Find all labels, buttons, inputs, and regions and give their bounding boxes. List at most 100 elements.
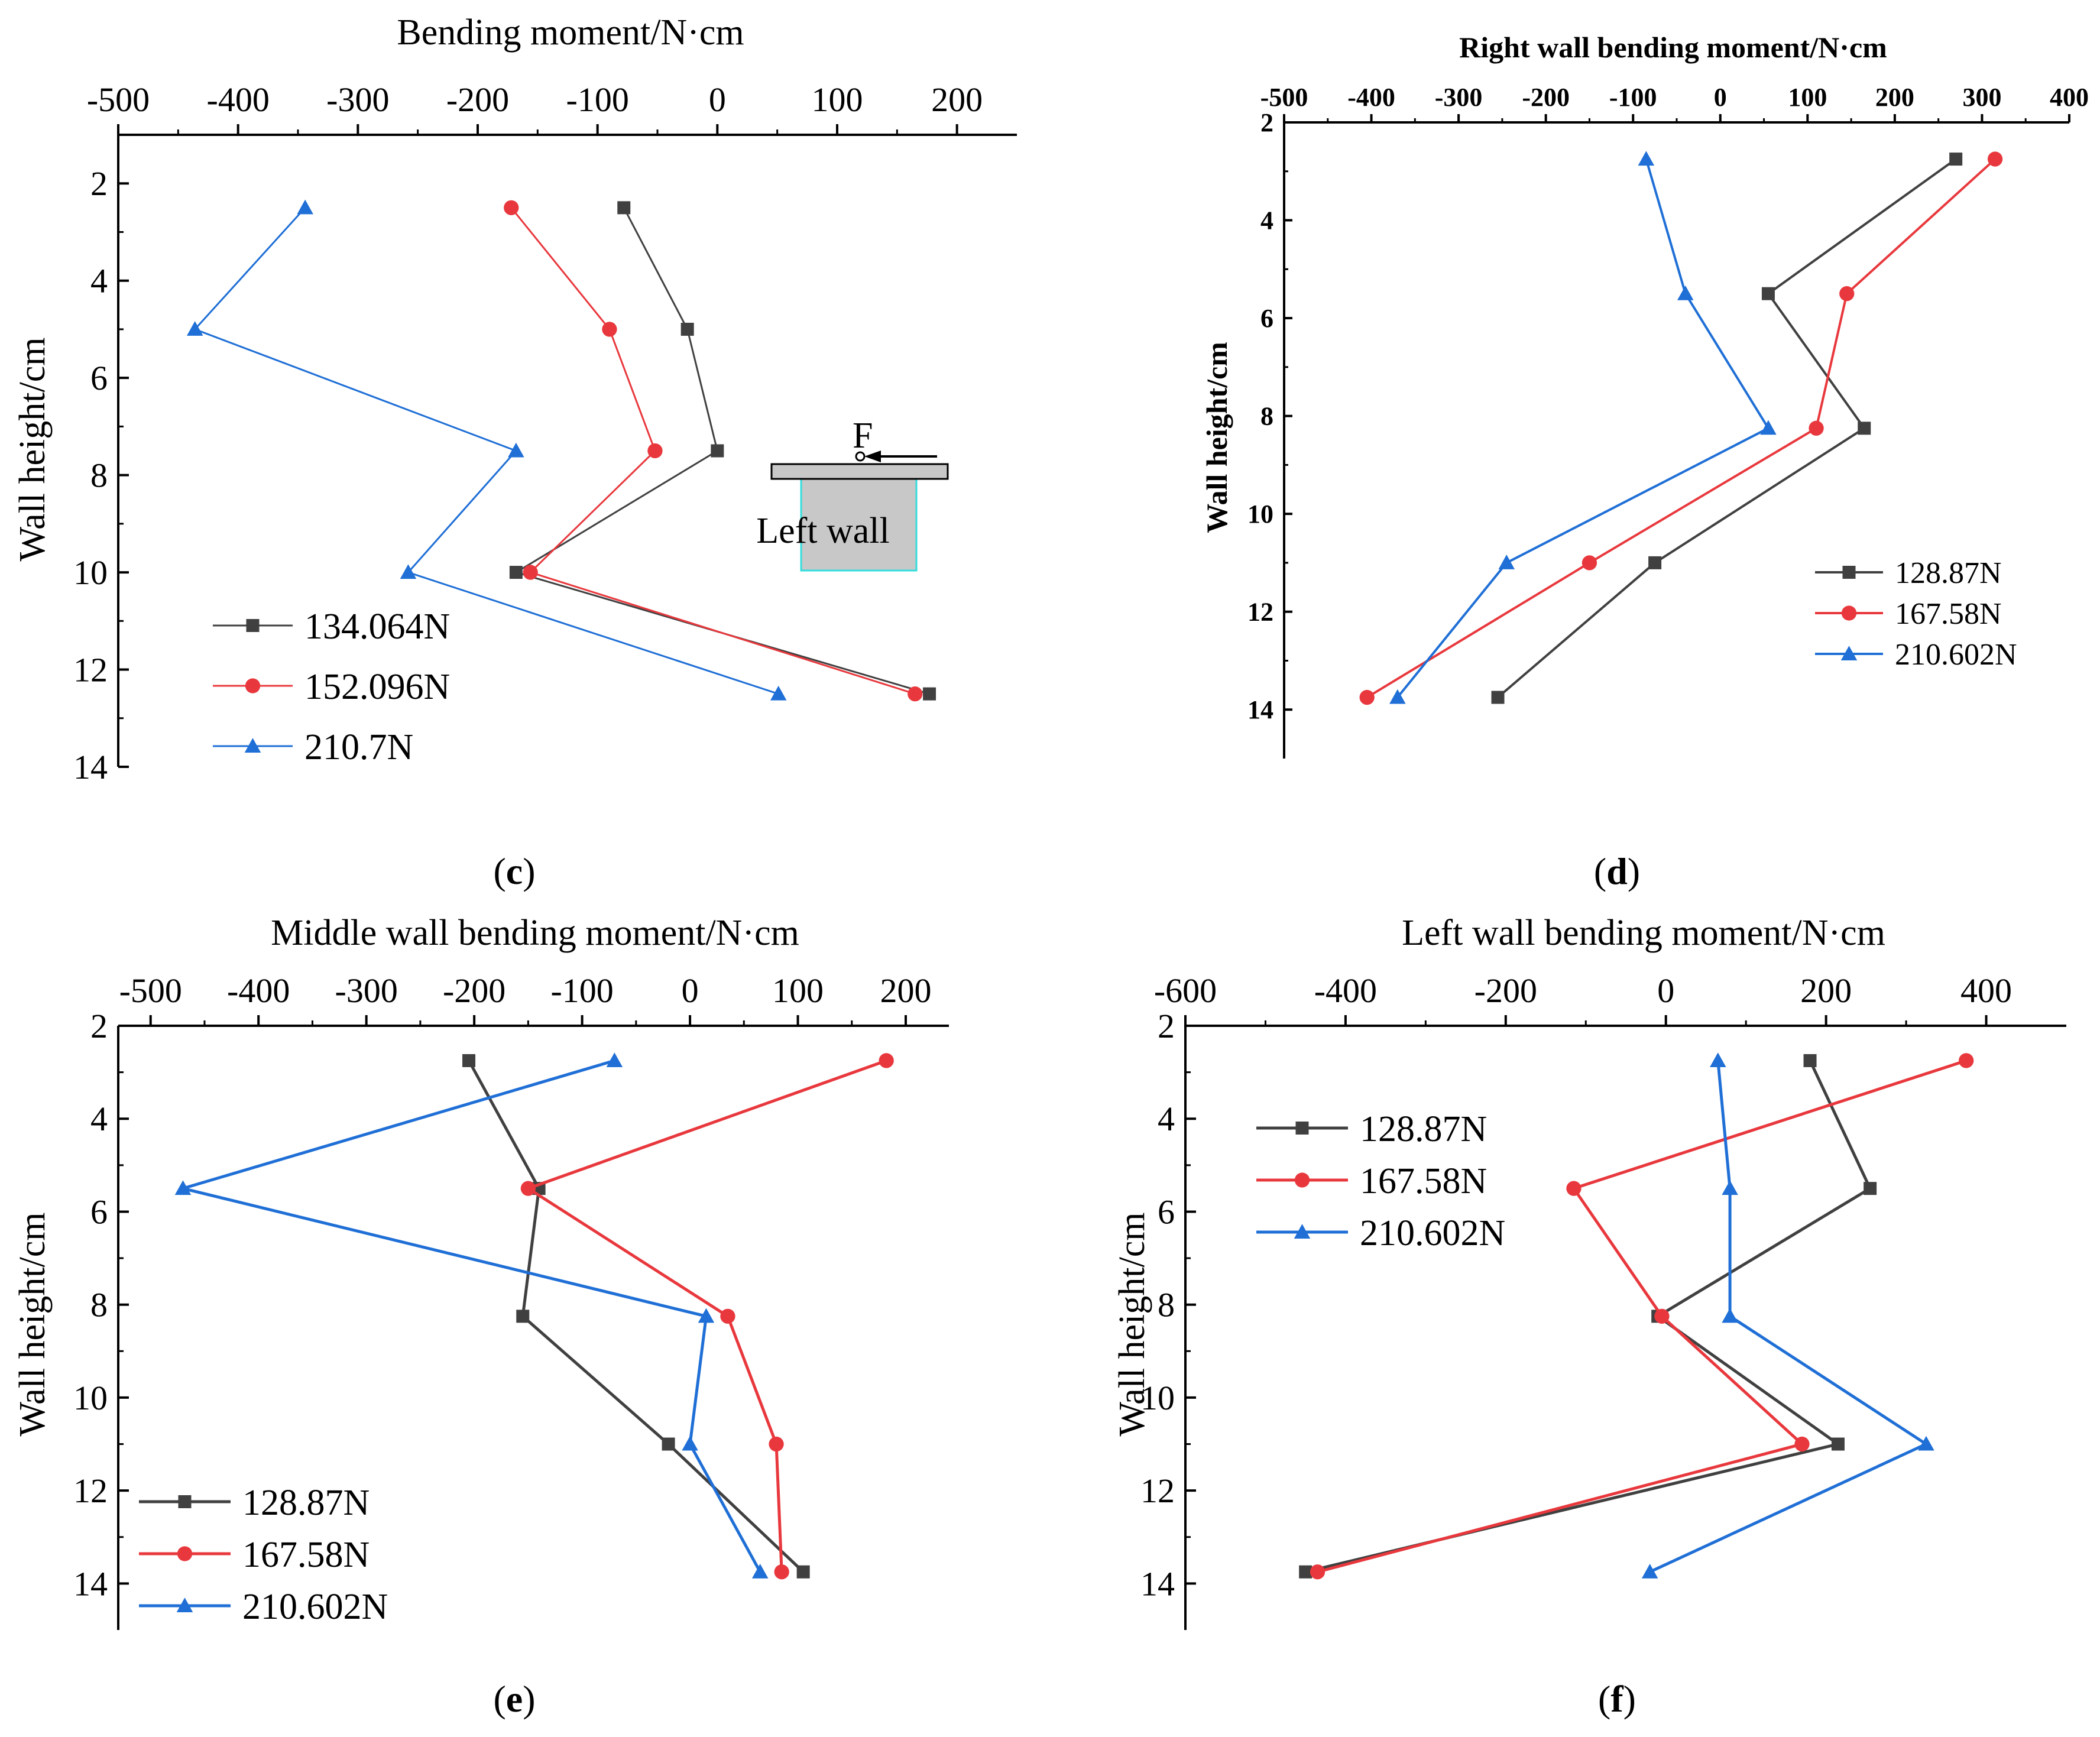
panel-d-y-tick-label: 8	[1260, 402, 1273, 431]
panel-f-legend: 128.87N 167.58N 210.602N	[1256, 1109, 1505, 1253]
panel-c-x-tick-label: -300	[326, 80, 389, 119]
panel-e-legend-marker	[178, 1495, 192, 1508]
panel-c-data-point	[923, 687, 936, 701]
panel-d-x-tick-label: -100	[1609, 83, 1657, 112]
panel-f-y-tick-label: 8	[1158, 1286, 1175, 1324]
panel-d-x-tick-label: -300	[1435, 83, 1483, 112]
panel-e-data-point	[516, 1310, 530, 1323]
panel-e-data-point	[796, 1565, 810, 1579]
panel-d-data-point	[1648, 556, 1662, 569]
panel-c-y-tick-label: 6	[90, 359, 108, 397]
panel-f-data-point	[1299, 1565, 1312, 1579]
panel-e-data-point	[720, 1308, 735, 1324]
panel-e-series-2	[520, 1053, 894, 1580]
panel-f-series-3	[1641, 1052, 1934, 1579]
panel-d-data-point	[1638, 151, 1655, 166]
panel-f-caption: (f)	[1598, 1678, 1636, 1720]
panel-c-x-tick-label: -400	[207, 80, 270, 119]
panel-c-y-tick-label: 10	[73, 553, 108, 592]
panel-e-series-1	[462, 1054, 810, 1579]
panel-c-legend-marker	[244, 738, 261, 753]
panel-d-data-point	[1839, 286, 1855, 302]
panel-e-y-tick-label: 4	[90, 1100, 108, 1138]
panel-e-data-point	[462, 1054, 476, 1067]
panel-f-y-tick-label: 12	[1140, 1472, 1175, 1510]
panel-c-data-point	[504, 200, 519, 215]
panel-c-data-point	[680, 322, 694, 336]
panel-e-data-point	[879, 1053, 894, 1068]
panel-c-y-tick-label: 12	[73, 651, 108, 689]
panel-c-x-tick-label: 200	[931, 80, 983, 119]
panel-d-y-tick-label: 2	[1260, 108, 1273, 137]
panel-d-ylabel: Wall height/cm	[1200, 342, 1233, 533]
panel-d-data-point	[1582, 555, 1597, 571]
panel-d-x-tick-label: 100	[1788, 83, 1827, 112]
panel-d-xlabel: Right wall bending moment/N·cm	[1459, 31, 1887, 64]
panel-f-legend-label: 128.87N	[1360, 1109, 1487, 1149]
panel-f-legend-label: 210.602N	[1360, 1213, 1505, 1253]
panel-f-data-point	[1641, 1563, 1658, 1579]
panel-d-data-point	[1389, 689, 1406, 704]
panel-c-data-point	[711, 444, 724, 458]
panel-d-data-point	[1677, 285, 1694, 300]
panel-e-data-point	[682, 1435, 698, 1451]
panel-c-y-tick-label: 2	[90, 164, 108, 203]
panel-f-y-tick-label: 10	[1140, 1379, 1175, 1417]
panel-e-series-3	[174, 1052, 769, 1579]
panel-e-data-point	[662, 1437, 675, 1451]
panel-e-data-point	[174, 1180, 192, 1195]
panel-d-x-tick-label: 200	[1875, 83, 1914, 112]
panel-f-data-point	[1803, 1054, 1817, 1067]
panel-f-legend-marker	[1294, 1172, 1310, 1188]
panel-f-data-point	[1794, 1436, 1810, 1452]
panel-c-series-line	[194, 207, 779, 695]
panel-e-data-point	[606, 1052, 623, 1067]
panel-e-y-tick-label: 2	[90, 1007, 108, 1045]
panel-d-x-tick-label: 0	[1714, 83, 1727, 112]
panel-f-x-tick-label: -600	[1154, 971, 1217, 1010]
panel-c-x-tick-label: 100	[812, 80, 863, 119]
panel-f-series-line	[1649, 1060, 1928, 1573]
panel-f-data-point	[1918, 1435, 1934, 1451]
panel-c-data-point	[508, 442, 524, 458]
panel-c: Bending moment/N·cm Wall height/cm -500 -…	[12, 12, 1017, 892]
panel-d: Right wall bending moment/N·cm Wall heig…	[1200, 31, 2089, 892]
panel-d-y-tick-label: 6	[1260, 304, 1273, 333]
panel-c-x-tick-label: 0	[709, 80, 726, 119]
panel-f-xlabel: Left wall bending moment/N·cm	[1402, 913, 1885, 953]
panel-f-series-2	[1310, 1053, 1974, 1580]
panel-f-legend-marker	[1295, 1122, 1309, 1135]
panel-c-x-tick-label: -100	[566, 80, 629, 119]
panel-d-data-point	[1359, 689, 1375, 705]
panel-c-data-point	[602, 322, 617, 337]
panel-e-caption: (e)	[493, 1678, 535, 1720]
panel-f-legend-marker	[1294, 1224, 1311, 1239]
panel-e-x-tick-label: -300	[335, 971, 398, 1010]
panel-d-series-3	[1389, 151, 1777, 704]
panel-f-data-point	[1959, 1053, 1974, 1068]
panel-f-data-point	[1864, 1182, 1877, 1195]
panel-d-data-point	[1809, 420, 1824, 436]
panel-d-data-point	[1987, 151, 2003, 167]
panel-d-legend-label: 167.58N	[1895, 597, 2002, 631]
panel-d-y-tick-label: 4	[1260, 206, 1273, 235]
panel-d-legend-marker	[1841, 605, 1857, 621]
panel-e-xlabel: Middle wall bending moment/N·cm	[271, 913, 799, 953]
panel-e: Middle wall bending moment/N·cm Wall hei…	[12, 913, 949, 1720]
panel-e-x-tick-label: -200	[443, 971, 505, 1010]
panel-e-legend-marker	[177, 1546, 193, 1561]
panel-d-series-line	[1497, 158, 1957, 699]
panel-f-data-point	[1566, 1181, 1582, 1196]
panel-d-x-tick-label: 400	[2050, 83, 2089, 112]
panel-e-x-tick-label: 0	[682, 971, 699, 1010]
panel-c-data-point	[770, 685, 787, 701]
panel-d-legend-marker	[1842, 566, 1856, 579]
panel-d-data-point	[1761, 287, 1775, 300]
inset-wall-label: Left wall	[756, 511, 890, 551]
panel-d-x-tick-label: -200	[1522, 83, 1570, 112]
inset-force-arrow-head	[864, 451, 881, 462]
panel-d-series-1	[1491, 153, 1963, 704]
inset-wall-block	[800, 475, 918, 572]
panel-e-x-tick-label: -100	[550, 971, 613, 1010]
